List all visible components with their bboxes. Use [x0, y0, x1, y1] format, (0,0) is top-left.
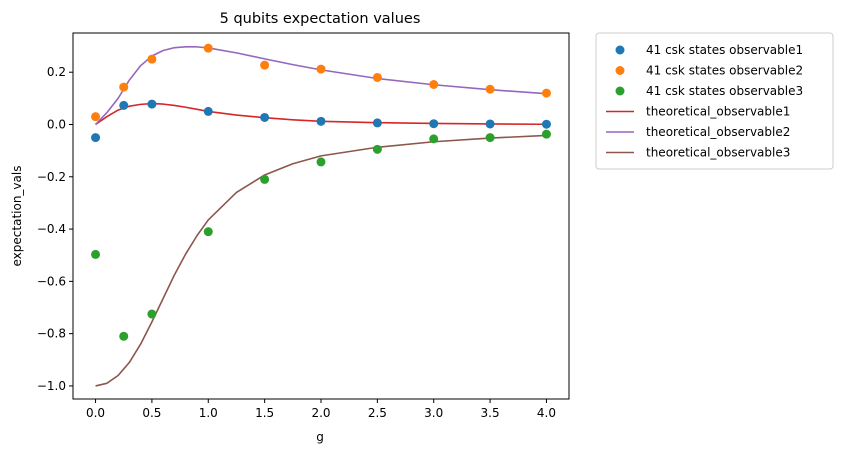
legend-label: theoretical_observable3	[646, 146, 790, 160]
legend-label: 41 csk states observable1	[646, 43, 803, 57]
scatter-point-series-2	[429, 80, 439, 90]
legend-marker	[615, 45, 625, 55]
y-tick-label: −1.0	[37, 379, 66, 393]
x-tick-label: 0.0	[86, 406, 105, 420]
scatter-point-series-1	[203, 106, 213, 116]
scatter-point-series-3	[203, 227, 213, 237]
scatter-point-series-1	[91, 133, 101, 143]
x-tick-label: 3.0	[424, 406, 443, 420]
scatter-point-series-3	[260, 174, 270, 184]
scatter-point-series-2	[91, 112, 101, 122]
scatter-point-series-2	[541, 88, 551, 98]
scatter-point-series-3	[119, 331, 129, 341]
x-axis: 0.0 0.5 1.0 1.5 2.0 2.5 3.0 3.5 4.0	[86, 399, 556, 420]
y-tick-label: −0.6	[37, 274, 66, 288]
scatter-point-series-1	[119, 100, 129, 110]
x-tick-label: 0.5	[142, 406, 161, 420]
scatter-point-series-3	[429, 134, 439, 144]
scatter-point-series-3	[485, 133, 495, 143]
scatter-point-series-2	[203, 43, 213, 53]
scatter-point-series-2	[147, 54, 157, 64]
legend-marker	[615, 86, 625, 96]
scatter-point-series-2	[316, 64, 326, 74]
legend-label: theoretical_observable2	[646, 125, 790, 139]
scatter-point-series-1	[147, 99, 157, 109]
scatter-point-series-1	[260, 112, 270, 122]
x-tick-label: 1.5	[255, 406, 274, 420]
y-axis: 0.2 0.0 −0.2 −0.4 −0.6 −0.8 −1.0	[37, 65, 73, 393]
scatter-point-series-3	[372, 144, 382, 154]
scatter-point-series-1	[541, 119, 551, 129]
chart-title: 5 qubits expectation values	[220, 11, 421, 27]
scatter-point-series-3	[147, 309, 157, 319]
scatter-point-series-3	[91, 249, 101, 259]
x-tick-label: 3.5	[481, 406, 500, 420]
legend-frame	[595, 32, 834, 170]
x-axis-label: g	[316, 430, 324, 444]
scatter-point-series-2	[119, 82, 129, 92]
scatter-point-series-2	[372, 72, 382, 82]
scatter-point-series-1	[429, 119, 439, 129]
plot-area	[91, 43, 551, 387]
scatter-point-series-1	[372, 118, 382, 128]
scatter-point-series-3	[316, 157, 326, 167]
scatter-point-series-1	[485, 119, 495, 129]
scatter-point-series-1	[316, 116, 326, 126]
scatter-point-series-3	[541, 129, 551, 139]
x-tick-label: 4.0	[537, 406, 556, 420]
legend-label: 41 csk states observable2	[646, 64, 803, 78]
legend-label: theoretical_observable1	[646, 105, 790, 119]
x-tick-label: 2.0	[311, 406, 330, 420]
legend-marker	[615, 66, 625, 75]
legend: 41 csk states observable1 41 csk states o…	[595, 32, 834, 170]
x-tick-label: 2.5	[368, 406, 387, 420]
scatter-point-series-2	[260, 60, 270, 70]
y-tick-label: −0.2	[37, 170, 66, 184]
y-tick-label: 0.2	[47, 65, 66, 79]
legend-label: 41 csk states observable3	[646, 84, 803, 98]
x-tick-label: 1.0	[199, 406, 218, 420]
y-tick-label: −0.4	[37, 222, 66, 236]
y-axis-label: expectation_vals	[10, 166, 24, 267]
y-tick-label: 0.0	[47, 118, 66, 132]
y-tick-label: −0.8	[37, 327, 66, 341]
scatter-point-series-2	[485, 84, 495, 94]
